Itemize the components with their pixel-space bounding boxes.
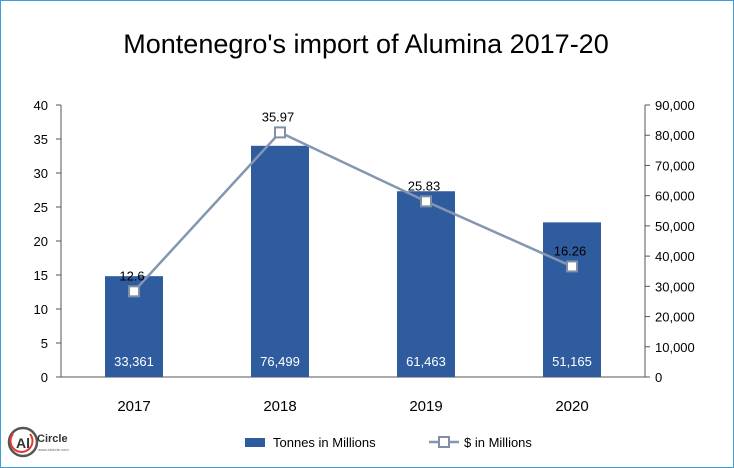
axes: 0 5 10 15 20 25 30 35 40 0 10,000 20,000 30,000 40,00… <box>34 98 695 415</box>
legend: Tonnes in Millions $ in Millions <box>245 435 532 450</box>
line-data-label: 16.26 <box>554 243 587 258</box>
logo-tag: www.alcircle.com <box>38 447 69 452</box>
y-left-tick-label: 35 <box>34 132 48 147</box>
y-left-tick-label: 10 <box>34 302 48 317</box>
y-right-tick-label: 30,000 <box>655 279 695 294</box>
line-data-label: 35.97 <box>262 109 295 124</box>
y-right-tick-label: 20,000 <box>655 310 695 325</box>
legend-label: $ in Millions <box>464 435 532 450</box>
y-right-tick-label: 70,000 <box>655 158 695 173</box>
x-tick-label: 2019 <box>409 398 442 415</box>
line-data-label: 25.83 <box>408 178 441 193</box>
series-line <box>133 130 573 293</box>
bar-data-label: 61,463 <box>406 354 446 369</box>
y-right-tick-label: 60,000 <box>655 189 695 204</box>
logo-word: Circle <box>37 433 68 445</box>
bar <box>543 222 601 377</box>
chart-title: Montenegro's import of Alumina 2017-20 <box>123 29 608 59</box>
legend-swatch-marker <box>438 436 450 448</box>
line-data-label: 12.6 <box>119 268 144 283</box>
y-right-tick-label: 10,000 <box>655 340 695 355</box>
x-tick-label: 2017 <box>117 398 150 415</box>
y-left-tick-label: 40 <box>34 98 48 113</box>
line-series: 12.6 35.97 25.83 16.26 <box>119 109 587 298</box>
y-right-tick-label: 40,000 <box>655 249 695 264</box>
y-right-tick-label: 50,000 <box>655 219 695 234</box>
y-left-tick-label: 15 <box>34 268 48 283</box>
y-left-tick-label: 25 <box>34 200 48 215</box>
bar <box>397 191 455 377</box>
line-point <box>566 260 578 273</box>
bar-data-label: 33,361 <box>114 354 154 369</box>
y-left-tick-label: 20 <box>34 234 48 249</box>
y-right-tick-label: 0 <box>655 370 662 385</box>
logo-mark: Al <box>16 435 30 451</box>
y-left-tick-label: 5 <box>41 336 48 351</box>
legend-label: Tonnes in Millions <box>273 435 376 450</box>
y-left-tick-label: 0 <box>41 370 48 385</box>
bar-data-label: 76,499 <box>260 354 300 369</box>
x-tick-label: 2020 <box>555 398 588 415</box>
legend-swatch-bar <box>245 438 265 447</box>
bar <box>251 145 309 377</box>
y-left-tick-label: 30 <box>34 166 48 181</box>
y-right-tick-label: 80,000 <box>655 128 695 143</box>
alcircle-logo: Al Circle www.alcircle.com <box>7 426 69 458</box>
bar-series: 33,361 76,499 61,463 51,165 <box>105 145 601 377</box>
line-point <box>128 285 140 298</box>
bar-data-label: 51,165 <box>552 354 592 369</box>
x-tick-label: 2018 <box>263 398 296 415</box>
line-point <box>420 195 432 208</box>
y-right-tick-label: 90,000 <box>655 98 695 113</box>
line-point <box>274 126 286 139</box>
